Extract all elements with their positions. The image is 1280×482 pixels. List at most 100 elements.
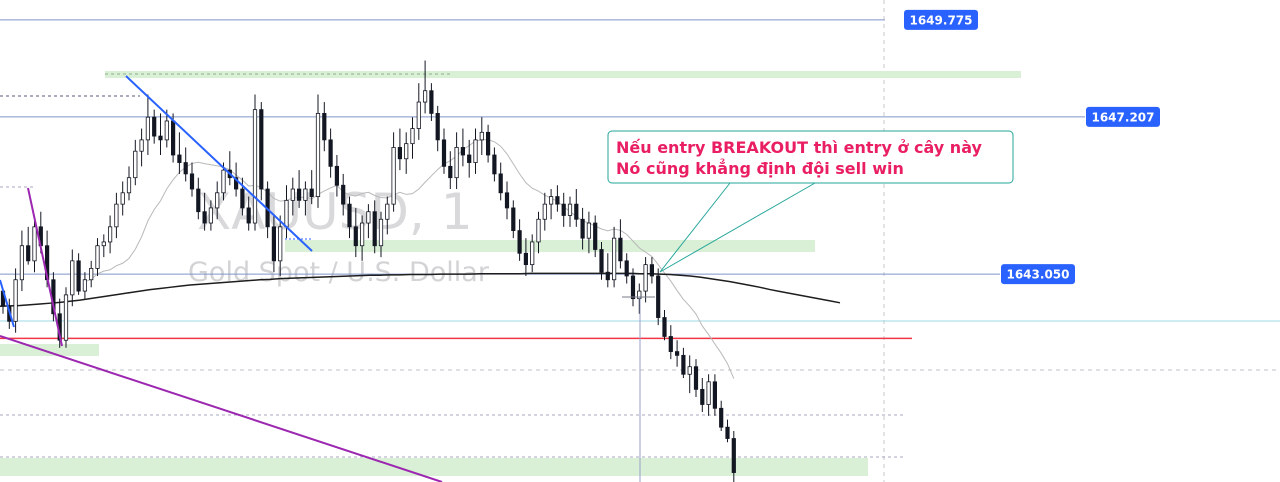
candle[interactable] — [208, 200, 213, 231]
candle[interactable] — [612, 226, 617, 288]
candle[interactable] — [404, 132, 409, 174]
candle[interactable] — [13, 268, 18, 333]
candle[interactable] — [341, 173, 346, 216]
candle[interactable] — [416, 83, 421, 140]
candle[interactable] — [252, 94, 258, 231]
candle[interactable] — [712, 374, 718, 416]
candle[interactable] — [662, 309, 667, 341]
candle[interactable] — [126, 166, 132, 201]
candle[interactable] — [435, 105, 440, 152]
candle[interactable] — [158, 113, 163, 155]
candle[interactable] — [183, 147, 188, 182]
candle[interactable] — [630, 268, 636, 307]
candle[interactable] — [467, 139, 472, 178]
candle[interactable] — [523, 238, 529, 276]
candle[interactable] — [139, 128, 144, 167]
candle[interactable] — [101, 234, 106, 258]
candle[interactable] — [82, 272, 87, 299]
candle[interactable] — [599, 241, 604, 280]
candle[interactable] — [76, 253, 81, 295]
candle[interactable] — [422, 60, 428, 114]
trend-line-purple[interactable] — [0, 335, 443, 482]
candle[interactable] — [517, 219, 522, 261]
candle[interactable] — [649, 257, 655, 284]
candle[interactable] — [70, 249, 75, 307]
candle[interactable] — [687, 355, 692, 394]
candle[interactable] — [719, 400, 724, 431]
candle[interactable] — [498, 162, 503, 201]
candle[interactable] — [196, 177, 201, 220]
candle[interactable] — [391, 132, 396, 212]
candle[interactable] — [353, 207, 358, 258]
candle[interactable] — [63, 287, 69, 348]
candle[interactable] — [561, 192, 566, 227]
candle[interactable] — [114, 192, 119, 239]
candle[interactable] — [725, 419, 730, 443]
candle[interactable] — [19, 230, 25, 292]
candle[interactable] — [700, 378, 705, 413]
candle[interactable] — [567, 196, 573, 227]
candle[interactable] — [215, 181, 220, 220]
candle[interactable] — [334, 154, 340, 197]
candle[interactable] — [580, 207, 585, 250]
candle[interactable] — [624, 253, 629, 284]
candle[interactable] — [108, 215, 113, 254]
candle[interactable] — [240, 177, 245, 216]
candle[interactable] — [668, 325, 673, 360]
candle[interactable] — [385, 196, 390, 235]
candle[interactable] — [574, 189, 579, 227]
candle[interactable] — [693, 359, 699, 397]
candle[interactable] — [675, 340, 680, 367]
candle[interactable] — [322, 102, 327, 152]
trend-line-purple[interactable] — [27, 187, 63, 347]
candle[interactable] — [366, 204, 371, 239]
drawings[interactable] — [0, 75, 655, 482]
candle[interactable] — [605, 253, 610, 288]
candle[interactable] — [309, 170, 314, 205]
candle[interactable] — [347, 196, 352, 239]
candle[interactable] — [504, 181, 510, 220]
candle[interactable] — [189, 162, 195, 197]
candle[interactable] — [89, 260, 94, 288]
candle[interactable] — [485, 124, 491, 163]
candle[interactable] — [303, 181, 308, 216]
candle[interactable] — [637, 283, 642, 314]
candle[interactable] — [454, 132, 459, 190]
candle[interactable] — [290, 177, 295, 216]
candle[interactable] — [120, 181, 125, 216]
candle[interactable] — [542, 192, 547, 231]
candle[interactable] — [95, 238, 100, 276]
candle[interactable] — [731, 430, 736, 482]
candle[interactable] — [460, 128, 466, 167]
candle[interactable] — [152, 109, 157, 144]
candle[interactable] — [145, 94, 150, 155]
annotation-callout[interactable]: Nếu entry BREAKOUT thì entry ở cây này N… — [607, 130, 1014, 273]
candle[interactable] — [133, 139, 138, 186]
candle[interactable] — [473, 128, 478, 174]
candle[interactable] — [246, 196, 251, 231]
candle[interactable] — [593, 215, 598, 258]
candle[interactable] — [378, 211, 384, 258]
candle[interactable] — [359, 215, 365, 261]
candle[interactable] — [429, 83, 434, 121]
candle[interactable] — [530, 234, 535, 273]
candle[interactable] — [555, 185, 560, 212]
candle[interactable] — [397, 128, 403, 171]
candle[interactable] — [177, 132, 182, 174]
candle[interactable] — [549, 189, 554, 220]
candle[interactable] — [259, 102, 264, 201]
candle[interactable] — [706, 374, 711, 416]
candle[interactable] — [618, 219, 623, 269]
candle[interactable] — [536, 211, 541, 254]
trend-line-blue[interactable] — [0, 279, 15, 328]
trend-line-blue[interactable] — [125, 75, 313, 252]
candle[interactable] — [202, 192, 207, 231]
candle[interactable] — [227, 151, 232, 186]
candle[interactable] — [410, 117, 415, 159]
candle[interactable] — [315, 94, 321, 208]
candle[interactable] — [586, 211, 592, 254]
candle[interactable] — [164, 109, 169, 148]
candles[interactable] — [0, 60, 736, 482]
